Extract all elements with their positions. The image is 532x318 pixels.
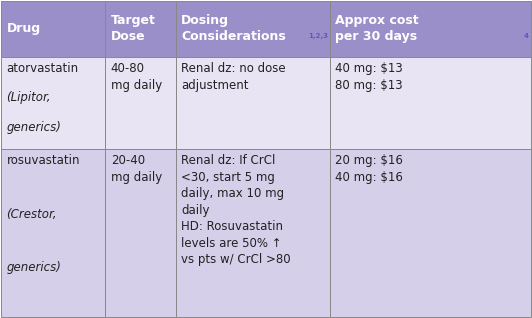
Text: Drug: Drug	[6, 23, 40, 35]
Text: 20-40
mg daily: 20-40 mg daily	[111, 154, 162, 184]
Bar	[1, 1, 105, 57]
Bar	[105, 57, 176, 149]
Text: (Lipitor,: (Lipitor,	[6, 91, 51, 104]
Bar	[1, 149, 105, 317]
Text: 40 mg: $13
80 mg: $13: 40 mg: $13 80 mg: $13	[335, 62, 403, 92]
Text: 4: 4	[524, 33, 529, 39]
Text: generics): generics)	[6, 121, 61, 134]
Bar	[330, 149, 531, 317]
Text: Approx cost
per 30 days: Approx cost per 30 days	[335, 14, 419, 44]
Text: Renal dz: no dose
adjustment: Renal dz: no dose adjustment	[181, 62, 286, 92]
Text: atorvastatin: atorvastatin	[6, 62, 79, 75]
Text: 1,2,3: 1,2,3	[307, 33, 328, 39]
Text: Dosing
Considerations: Dosing Considerations	[181, 14, 286, 44]
Text: Target
Dose: Target Dose	[111, 14, 155, 44]
Bar	[330, 57, 531, 149]
Bar	[1, 57, 105, 149]
Text: Renal dz: If CrCl
<30, start 5 mg
daily, max 10 mg
daily
HD: Rosuvastatin
levels: Renal dz: If CrCl <30, start 5 mg daily,…	[181, 154, 290, 266]
Text: 40-80
mg daily: 40-80 mg daily	[111, 62, 162, 92]
Bar	[176, 1, 330, 57]
Text: rosuvastatin: rosuvastatin	[6, 154, 80, 167]
Text: 20 mg: $16
40 mg: $16: 20 mg: $16 40 mg: $16	[335, 154, 403, 184]
Bar	[105, 1, 176, 57]
Bar	[176, 149, 330, 317]
Text: generics): generics)	[6, 261, 61, 274]
Bar	[330, 1, 531, 57]
Bar	[105, 149, 176, 317]
Text: (Crestor,: (Crestor,	[6, 208, 57, 221]
Bar	[176, 57, 330, 149]
